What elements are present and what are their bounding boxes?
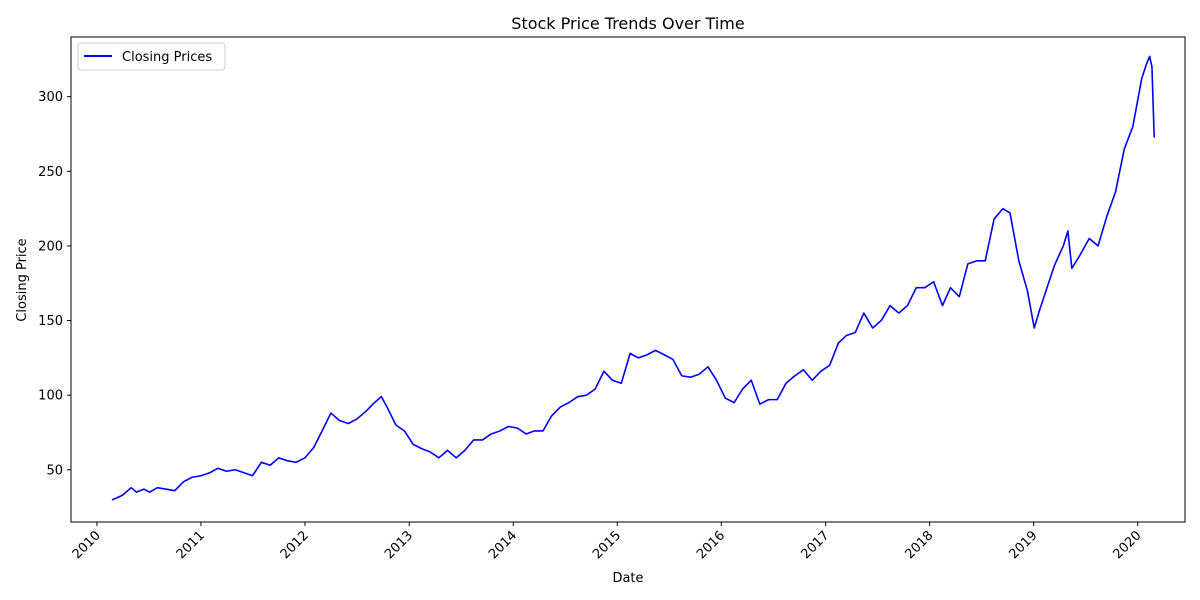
y-tick-label: 200	[38, 239, 63, 254]
legend-label: Closing Prices	[122, 50, 212, 65]
y-axis: 50 100 150 200 250 300	[38, 90, 71, 478]
plot-area	[111, 55, 1156, 501]
series-line-0	[111, 55, 1156, 501]
y-tick-label: 300	[38, 90, 63, 105]
y-tick-label: 50	[46, 463, 63, 478]
x-axis-label: Date	[612, 571, 643, 586]
y-tick-label: 150	[38, 314, 63, 329]
chart-title: Stock Price Trends Over Time	[511, 14, 744, 33]
y-axis-label: Closing Price	[15, 238, 30, 321]
y-tick-label: 250	[38, 165, 63, 180]
legend: Closing Prices	[77, 42, 226, 71]
axes-frame	[70, 36, 1186, 523]
legend-box	[77, 42, 226, 71]
y-tick-label: 100	[38, 389, 63, 404]
